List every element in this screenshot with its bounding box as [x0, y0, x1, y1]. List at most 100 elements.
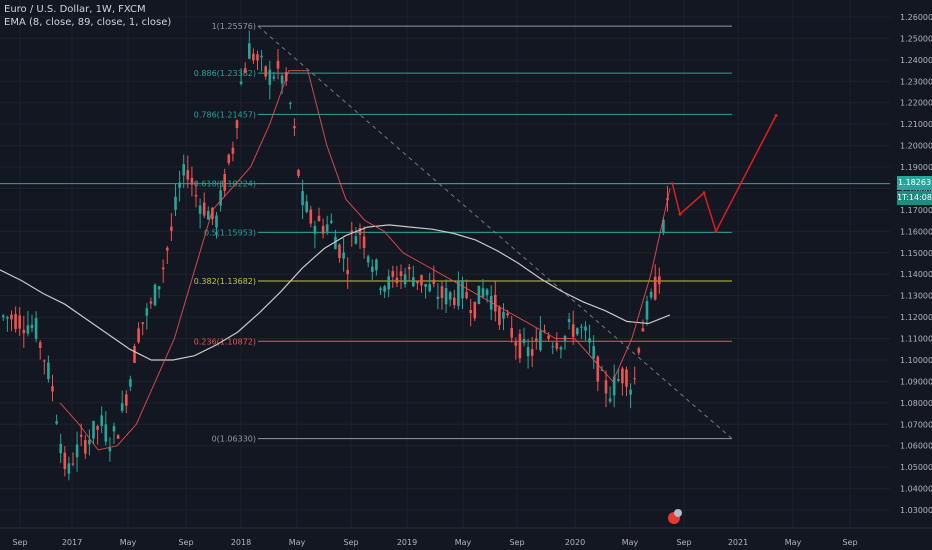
- candle-body: [55, 421, 58, 424]
- price-tick-label: 1.22000: [900, 99, 932, 108]
- candle-body: [416, 280, 419, 284]
- time-tick-label: Sep: [676, 538, 691, 547]
- candle-body: [600, 369, 604, 371]
- earnings-marker[interactable]: [668, 509, 682, 524]
- candle-body: [88, 439, 91, 445]
- candle-body: [243, 68, 247, 73]
- fib-level-label: 0.236(1.10872): [194, 337, 256, 346]
- projection-arrowhead-icon: [678, 212, 682, 216]
- candle-body: [555, 342, 559, 349]
- candle-body: [576, 328, 579, 335]
- candle-body: [559, 347, 563, 350]
- price-tick-label: 1.13000: [900, 292, 932, 301]
- candle-body: [92, 420, 95, 439]
- candle-body: [444, 288, 448, 305]
- dashed-trend-line[interactable]: [257, 25, 733, 439]
- time-tick-label: 2020: [565, 538, 585, 547]
- indicator-legend[interactable]: EMA (8, close, 89, close, 1, close): [4, 17, 172, 28]
- candle-body: [592, 346, 595, 359]
- candle-body: [391, 271, 395, 277]
- candle-body: [612, 376, 616, 396]
- candle-body: [67, 463, 71, 474]
- candle-body: [403, 274, 407, 285]
- candle-body: [59, 443, 62, 454]
- time-tick-label: 2018: [231, 538, 251, 547]
- candle-body: [530, 348, 534, 356]
- candle-body: [526, 347, 530, 357]
- candle-body: [276, 60, 280, 69]
- projection-arrowhead-icon: [774, 114, 778, 118]
- price-tick-label: 1.24000: [900, 56, 932, 65]
- price-tick-label: 1.20000: [900, 142, 932, 151]
- candle-body: [268, 69, 272, 85]
- candle-body: [317, 215, 321, 221]
- candle-body: [514, 342, 518, 346]
- candle-body: [358, 227, 362, 235]
- candle-body: [354, 236, 358, 244]
- fib-level-label: 0.886(1.23382): [194, 69, 256, 78]
- candle-body: [202, 202, 206, 216]
- candle-body: [22, 329, 26, 334]
- time-tick-label: May: [622, 538, 639, 547]
- candlestick-series: [2, 30, 669, 481]
- projection-arrowhead-icon: [714, 229, 718, 233]
- candle-body: [137, 328, 140, 343]
- candle-body: [502, 312, 505, 319]
- price-tick-label: 1.10000: [900, 356, 932, 365]
- candle-body: [465, 292, 468, 299]
- candle-body: [453, 297, 456, 306]
- candle-body: [38, 342, 42, 348]
- chart-grid: [0, 0, 890, 528]
- candle-body: [399, 271, 403, 276]
- candle-body: [207, 211, 210, 220]
- candle-body: [248, 43, 251, 59]
- price-scale[interactable]: 1.26000 1.25000 1.24000 1.23000 1.22000 1.210…: [890, 0, 932, 550]
- candle-body: [584, 326, 587, 331]
- candle-body: [75, 444, 79, 458]
- candle-body: [301, 191, 304, 206]
- candle-body: [424, 283, 427, 287]
- fib-level-label: 0.786(1.21457): [194, 110, 256, 119]
- candle-body: [145, 308, 149, 316]
- candle-body: [2, 315, 5, 318]
- projection-path[interactable]: [671, 115, 777, 234]
- candle-body: [71, 463, 75, 465]
- candle-body: [125, 394, 128, 406]
- candle-body: [120, 403, 124, 411]
- candle-body: [448, 292, 452, 300]
- projection-arrows[interactable]: [671, 114, 778, 234]
- projection-arrowhead-icon: [702, 191, 706, 195]
- candle-body: [481, 288, 485, 297]
- candle-body: [608, 398, 612, 402]
- candle-body: [79, 434, 83, 437]
- candle-body: [649, 291, 653, 298]
- candle-body: [522, 339, 526, 344]
- price-tick-label: 1.11000: [900, 335, 932, 344]
- candle-body: [313, 225, 317, 234]
- time-tick-label: Sep: [842, 538, 857, 547]
- candle-body: [604, 380, 608, 394]
- candle-body: [227, 154, 231, 164]
- candle-body: [617, 379, 620, 381]
- candle-body: [535, 338, 538, 341]
- candle-body: [506, 313, 509, 316]
- candle-body: [662, 219, 665, 233]
- price-tick-label: 1.09000: [900, 377, 932, 386]
- fibonacci-retracement[interactable]: 1(1.25576) 0.886(1.23382) 0.786(1.21457) 0.…: [0, 22, 890, 444]
- candle-body: [371, 266, 374, 272]
- candle-body: [186, 170, 190, 180]
- candle-body: [412, 277, 415, 287]
- candle-body: [47, 362, 50, 380]
- candle-body: [211, 207, 214, 220]
- candle-body: [645, 301, 649, 320]
- time-scale[interactable]: Sep 2017 May Sep 2018 May Sep 2019 May Sep 2020 May…: [0, 527, 932, 547]
- diagonal-trendline[interactable]: [257, 25, 733, 439]
- candle-body: [112, 426, 116, 432]
- price-tick-label: 1.23000: [900, 77, 932, 86]
- candle-body: [219, 190, 222, 206]
- candle-body: [305, 201, 308, 213]
- candle-body: [375, 259, 378, 271]
- candle-body: [223, 173, 226, 191]
- candle-body: [621, 368, 624, 384]
